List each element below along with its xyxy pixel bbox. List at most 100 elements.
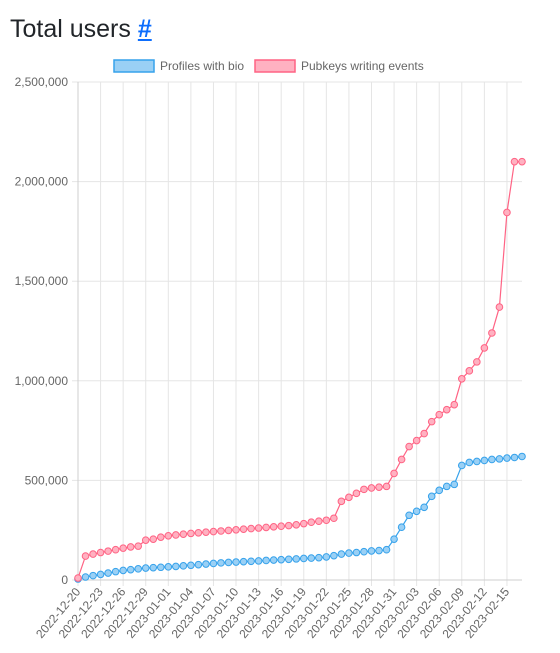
- data-point[interactable]: [104, 547, 112, 555]
- data-point[interactable]: [141, 536, 150, 544]
- data-point[interactable]: [202, 560, 210, 568]
- data-point[interactable]: [224, 526, 233, 535]
- data-point[interactable]: [345, 549, 353, 557]
- data-point[interactable]: [164, 563, 173, 571]
- data-point[interactable]: [89, 550, 97, 558]
- data-point[interactable]: [81, 552, 90, 560]
- data-point[interactable]: [89, 571, 97, 580]
- data-point[interactable]: [442, 482, 451, 491]
- data-point[interactable]: [390, 535, 398, 543]
- data-point[interactable]: [457, 375, 466, 383]
- data-point[interactable]: [420, 429, 428, 438]
- data-point[interactable]: [330, 551, 338, 560]
- anchor-link[interactable]: #: [137, 15, 152, 43]
- data-point[interactable]: [330, 514, 338, 523]
- legend-label-0[interactable]: Profiles with bio: [160, 59, 244, 73]
- data-point[interactable]: [412, 436, 421, 445]
- data-point[interactable]: [518, 452, 526, 461]
- data-point[interactable]: [119, 566, 127, 575]
- data-point[interactable]: [367, 484, 376, 492]
- data-point[interactable]: [495, 303, 504, 311]
- legend-swatch-1[interactable]: [254, 59, 296, 73]
- data-point[interactable]: [390, 469, 398, 478]
- data-point[interactable]: [156, 563, 165, 572]
- legend-label-1[interactable]: Pubkeys writing events: [301, 59, 424, 73]
- data-point[interactable]: [420, 503, 428, 512]
- data-point[interactable]: [194, 560, 203, 569]
- data-point[interactable]: [224, 558, 233, 567]
- data-point[interactable]: [510, 453, 519, 462]
- data-point[interactable]: [299, 519, 308, 528]
- data-point[interactable]: [488, 455, 496, 464]
- data-point[interactable]: [345, 493, 353, 502]
- data-point[interactable]: [239, 557, 248, 566]
- data-point[interactable]: [254, 524, 263, 532]
- data-point[interactable]: [435, 486, 444, 495]
- data-point[interactable]: [194, 528, 203, 537]
- data-point[interactable]: [232, 526, 240, 534]
- data-point[interactable]: [164, 531, 173, 540]
- data-point[interactable]: [179, 562, 188, 570]
- data-point[interactable]: [262, 556, 270, 565]
- data-point[interactable]: [510, 157, 519, 166]
- data-point[interactable]: [503, 208, 511, 217]
- data-point[interactable]: [269, 556, 278, 564]
- data-point[interactable]: [96, 570, 105, 579]
- data-point[interactable]: [179, 530, 188, 538]
- data-point[interactable]: [172, 562, 180, 571]
- data-point[interactable]: [141, 564, 150, 572]
- data-point[interactable]: [156, 533, 165, 541]
- data-point[interactable]: [427, 492, 436, 501]
- data-point[interactable]: [427, 417, 436, 426]
- data-point[interactable]: [322, 516, 331, 525]
- data-point[interactable]: [277, 522, 285, 531]
- data-point[interactable]: [473, 358, 481, 366]
- data-point[interactable]: [134, 565, 143, 573]
- data-point[interactable]: [269, 523, 278, 531]
- data-point[interactable]: [247, 524, 255, 533]
- data-point[interactable]: [217, 527, 225, 535]
- data-point[interactable]: [119, 544, 127, 552]
- data-point[interactable]: [254, 557, 263, 565]
- data-point[interactable]: [134, 542, 143, 550]
- legend-swatch-0[interactable]: [113, 59, 155, 73]
- data-point[interactable]: [284, 521, 293, 530]
- data-point[interactable]: [375, 546, 383, 555]
- data-point[interactable]: [202, 528, 210, 536]
- data-point[interactable]: [149, 563, 158, 572]
- data-point[interactable]: [495, 455, 504, 463]
- data-point[interactable]: [172, 531, 180, 539]
- data-point[interactable]: [299, 554, 308, 563]
- data-point[interactable]: [126, 565, 135, 574]
- data-point[interactable]: [450, 480, 459, 489]
- data-point[interactable]: [473, 457, 481, 466]
- data-point[interactable]: [322, 553, 331, 561]
- data-point[interactable]: [74, 574, 82, 582]
- data-point[interactable]: [518, 157, 526, 166]
- data-point[interactable]: [412, 507, 421, 516]
- data-point[interactable]: [480, 344, 489, 352]
- data-point[interactable]: [209, 559, 218, 568]
- data-point[interactable]: [465, 367, 474, 375]
- data-point[interactable]: [315, 553, 323, 562]
- data-point[interactable]: [292, 555, 301, 563]
- data-point[interactable]: [187, 561, 195, 570]
- data-point[interactable]: [397, 523, 406, 532]
- data-point[interactable]: [104, 569, 112, 577]
- data-point[interactable]: [375, 483, 383, 491]
- data-point[interactable]: [232, 558, 240, 566]
- data-point[interactable]: [405, 442, 413, 451]
- data-point[interactable]: [217, 559, 225, 567]
- data-point[interactable]: [457, 461, 466, 470]
- data-point[interactable]: [81, 573, 90, 581]
- data-point[interactable]: [367, 547, 376, 555]
- data-point[interactable]: [382, 482, 391, 491]
- data-point[interactable]: [405, 511, 413, 520]
- data-point[interactable]: [503, 454, 511, 462]
- data-point[interactable]: [352, 489, 361, 498]
- data-point[interactable]: [337, 497, 346, 506]
- data-point[interactable]: [239, 525, 248, 534]
- data-point[interactable]: [126, 543, 135, 551]
- data-point[interactable]: [149, 535, 158, 543]
- data-point[interactable]: [307, 554, 316, 562]
